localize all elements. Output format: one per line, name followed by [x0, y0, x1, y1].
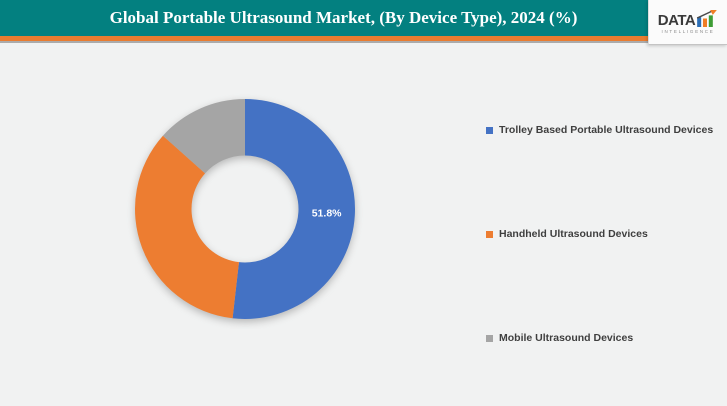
legend-item-2: Mobile Ultrasound Devices: [486, 331, 713, 345]
logo-text: DATA: [657, 11, 696, 29]
header-bar: Global Portable Ultrasound Market, (By D…: [0, 0, 727, 36]
legend-label: Mobile Ultrasound Devices: [499, 332, 634, 344]
donut-slice-0: [232, 99, 356, 319]
logo-row: DATA: [658, 10, 718, 27]
chart-title: Global Portable Ultrasound Market, (By D…: [109, 8, 578, 27]
legend-item-0: Trolley Based Portable Ultrasound Device…: [486, 123, 713, 137]
accent-stripe: [0, 36, 727, 43]
logo-barchart-icon: [697, 10, 718, 27]
logo-subtext: INTELLIGENCE: [661, 29, 715, 34]
legend-marker-icon: [486, 230, 493, 238]
legend-label: Trolley Based Portable Ultrasound Device…: [499, 124, 714, 136]
donut-slice-2: [162, 99, 245, 174]
chart-legend: Trolley Based Portable Ultrasound Device…: [486, 123, 713, 345]
legend-label: Handheld Ultrasound Devices: [499, 228, 648, 240]
donut-chart: 51.8%: [134, 99, 356, 319]
donut-slice-1: [134, 135, 239, 319]
legend-marker-icon: [486, 126, 493, 134]
logo: DATA INTELLIGENCE: [648, 0, 727, 45]
slice-data-label: 51.8%: [312, 207, 342, 219]
legend-item-1: Handheld Ultrasound Devices: [486, 227, 713, 241]
legend-marker-icon: [486, 334, 493, 342]
